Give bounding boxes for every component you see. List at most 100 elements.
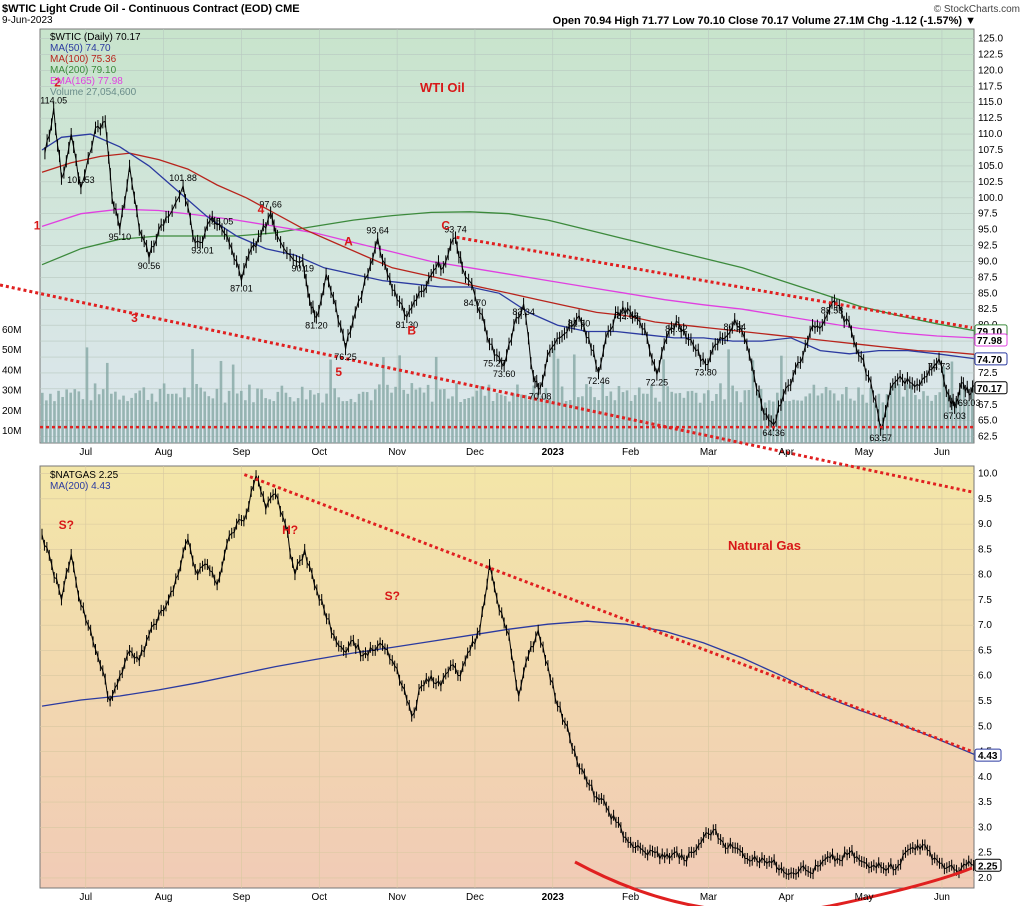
volume-bar xyxy=(922,391,925,443)
volume-bar xyxy=(605,395,609,443)
volume-bar xyxy=(731,385,734,443)
oil-tick-label: 122.5 xyxy=(978,49,1003,60)
oil-price-label: 70.08 xyxy=(529,391,552,401)
volume-bar xyxy=(105,362,109,443)
gas-tick-label: 8.5 xyxy=(978,544,992,555)
gas-month-label: May xyxy=(855,892,874,903)
volume-bar xyxy=(556,358,560,443)
gas-end-value-box xyxy=(974,858,1002,872)
oil-price-label: 72.46 xyxy=(587,376,610,386)
volume-bar xyxy=(914,394,917,443)
volume-bar xyxy=(300,386,304,443)
gas-month-label: Feb xyxy=(622,892,640,903)
volume-bar xyxy=(85,347,89,443)
volume-bar xyxy=(260,389,263,443)
volume-bar xyxy=(369,400,373,443)
volume-bar xyxy=(820,393,824,443)
oil-tick-label: 62.5 xyxy=(978,432,998,443)
volume-bar xyxy=(53,401,56,443)
volume-bar xyxy=(296,398,300,443)
gas-tick-label: 10.0 xyxy=(978,469,998,480)
volume-bar xyxy=(861,394,864,443)
oil-month-label: Nov xyxy=(388,447,406,458)
volume-bar xyxy=(406,393,410,443)
month-axis: Jul Jul Aug Aug Sep Sep Oct Oct Nov Nov Dec Dec 2023… xyxy=(79,447,950,903)
gas-tick-label: 8.0 xyxy=(978,570,992,581)
oil-annotation: WTI Oil xyxy=(420,80,465,95)
volume-bar xyxy=(333,388,336,443)
volume-bar xyxy=(345,401,349,443)
volume-bar xyxy=(491,401,495,443)
volume-bar xyxy=(889,387,893,443)
volume-bar xyxy=(434,356,438,443)
volume-bar xyxy=(276,391,280,443)
oil-tick-label: 67.5 xyxy=(978,400,998,411)
volume-bar xyxy=(73,389,77,443)
volume-bar xyxy=(905,384,909,443)
volume-bar xyxy=(869,388,873,443)
volume-bar xyxy=(248,384,251,443)
oil-price-label: 95.05 xyxy=(211,216,234,226)
trend-lines xyxy=(0,235,974,906)
gas-legend: $NATGAS 2.25 MA(200) 4.43 xyxy=(50,470,119,492)
volume-bar xyxy=(508,401,511,443)
volume-bar xyxy=(195,383,198,443)
volume-bar xyxy=(118,399,121,443)
volume-bar xyxy=(41,392,44,443)
gas-month-label: Apr xyxy=(779,892,795,903)
volume-bar xyxy=(662,359,665,443)
volume-bar xyxy=(845,386,848,443)
volume-bar xyxy=(796,400,799,443)
volume-bar xyxy=(122,395,125,443)
volume-bar xyxy=(175,393,178,443)
volume-bar xyxy=(101,389,105,443)
oil-end-value-box xyxy=(974,381,1008,395)
oil-tick-label: 115.0 xyxy=(978,97,1003,108)
oil-tick-label: 82.5 xyxy=(978,304,998,315)
volume-bar xyxy=(520,394,523,443)
oil-month-label: Oct xyxy=(312,447,328,458)
gas-month-label: Aug xyxy=(155,892,173,903)
gas-end-value-label: 4.43 xyxy=(978,751,998,762)
oil-price-label: 101.53 xyxy=(67,175,95,185)
gas-tick-label: 7.5 xyxy=(978,595,992,606)
oil-price-label: 80.62 xyxy=(665,324,688,334)
ma100-line xyxy=(41,152,974,355)
oil-price-label: 73.80 xyxy=(694,368,717,378)
volume-bar xyxy=(471,396,475,443)
volume-bar xyxy=(816,395,820,443)
oil-wave-label: 2 xyxy=(54,75,61,89)
oil-price-label: 101.88 xyxy=(169,173,197,183)
oil-price-label: 63.57 xyxy=(869,433,892,443)
volume-bar xyxy=(682,397,686,443)
oil-wave-label: 1 xyxy=(34,219,41,233)
gas-end-value-label: 2.25 xyxy=(978,861,998,872)
oil-gridlines xyxy=(40,29,974,443)
volume-bar xyxy=(747,389,751,443)
volume-bar xyxy=(958,389,962,443)
volume-bar xyxy=(313,394,316,443)
watermark: © StockCharts.com xyxy=(934,4,1020,15)
volume-bar xyxy=(81,399,85,443)
volume-bar xyxy=(57,390,60,443)
volume-bar xyxy=(808,393,812,443)
volume-bar xyxy=(743,390,747,443)
oil-month-label: May xyxy=(855,447,874,458)
oil-price-label: 74.73 xyxy=(928,362,951,372)
oil-tick-label: 107.5 xyxy=(978,145,1003,156)
volume-bar xyxy=(329,359,332,443)
volume-tick-label: 10M xyxy=(2,426,21,437)
gas-ma200-line xyxy=(41,620,974,755)
oil-tick-label: 120.0 xyxy=(978,65,1003,76)
volume-bar xyxy=(865,402,868,443)
volume-bar xyxy=(885,394,889,443)
volume-bar xyxy=(280,385,284,443)
volume-bar xyxy=(930,400,933,443)
volume-bar xyxy=(739,402,743,443)
chart-date: 9-Jun-2023 xyxy=(2,15,53,26)
volume-bar xyxy=(422,392,426,443)
volume-bar xyxy=(341,401,345,443)
oil-month-label: Aug xyxy=(155,447,173,458)
volume-bar xyxy=(828,390,832,443)
volume-bar xyxy=(597,400,600,443)
